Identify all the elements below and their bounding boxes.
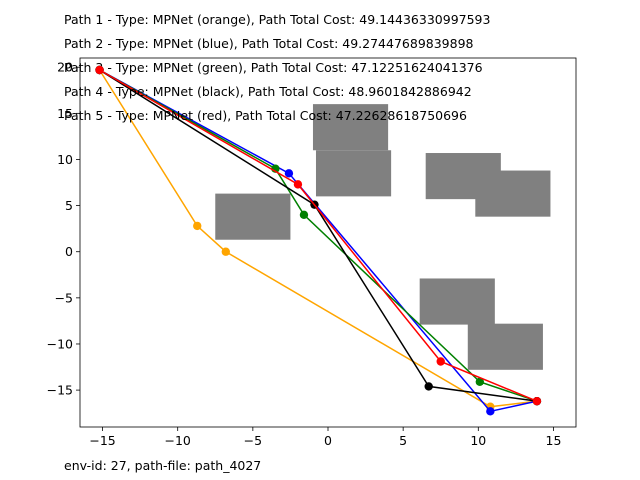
y-tick-label: 0: [65, 244, 73, 259]
x-tick-label: 10: [470, 433, 486, 448]
path-5-title: Path 5 - Type: MPNet (red), Path Total C…: [64, 108, 467, 123]
x-tick-label: −10: [165, 433, 191, 448]
axes-layer: −15 −10 −5 0 5 10 15 −15 −10 −5 0 5 10 15 20: [47, 57, 577, 448]
path-line-blue: [99, 69, 538, 413]
path-point-red-3: [436, 357, 445, 366]
y-tick-label: 15: [57, 106, 73, 121]
path-line-black: [99, 69, 538, 402]
y-tick-label: −10: [47, 336, 73, 351]
y-tick-label: −15: [47, 383, 73, 398]
path-1-title: Path 1 - Type: MPNet (orange), Path Tota…: [64, 12, 491, 27]
env-footer: env-id: 27, path-file: path_4027: [64, 458, 262, 473]
obstacle-rect-5: [215, 193, 291, 240]
x-tick-label: 0: [324, 433, 332, 448]
path-point-red-4: [532, 396, 542, 406]
obstacle-rect-6: [419, 278, 495, 325]
path-point-orange-2: [193, 221, 202, 231]
path-4-title: Path 4 - Type: MPNet (black), Path Total…: [64, 84, 472, 99]
path-point-green-4: [475, 377, 485, 386]
path-point-blue-3: [486, 407, 495, 416]
obstacle-rect-1: [312, 104, 389, 151]
path-point-orange-3: [221, 247, 230, 256]
path-point-black-3: [424, 382, 433, 391]
paths-layer: [95, 65, 542, 416]
y-tick-label: 10: [57, 152, 73, 167]
obstacle-rect-2: [315, 150, 392, 197]
x-tick-label: 5: [399, 433, 407, 448]
path-point-green-3: [299, 210, 309, 220]
x-tick-label: 15: [546, 433, 562, 448]
obstacle-rect-7: [467, 323, 543, 370]
path-line-red: [99, 69, 538, 402]
obstacle-rect-4: [475, 170, 551, 217]
path-3-title: Path 3 - Type: MPNet (green), Path Total…: [64, 60, 483, 75]
x-tick-label: −15: [89, 433, 115, 448]
path-point-red-1: [95, 65, 104, 75]
path-point-blue-2: [284, 169, 294, 178]
path-2-title: Path 2 - Type: MPNet (blue), Path Total …: [64, 36, 474, 51]
path-point-red-2: [293, 180, 303, 189]
y-tick-label: 20: [57, 60, 73, 75]
obstacles-layer: [215, 104, 551, 370]
y-tick-label: 5: [65, 198, 73, 213]
y-tick-label: −5: [55, 290, 73, 305]
x-tick-label: −5: [244, 433, 262, 448]
